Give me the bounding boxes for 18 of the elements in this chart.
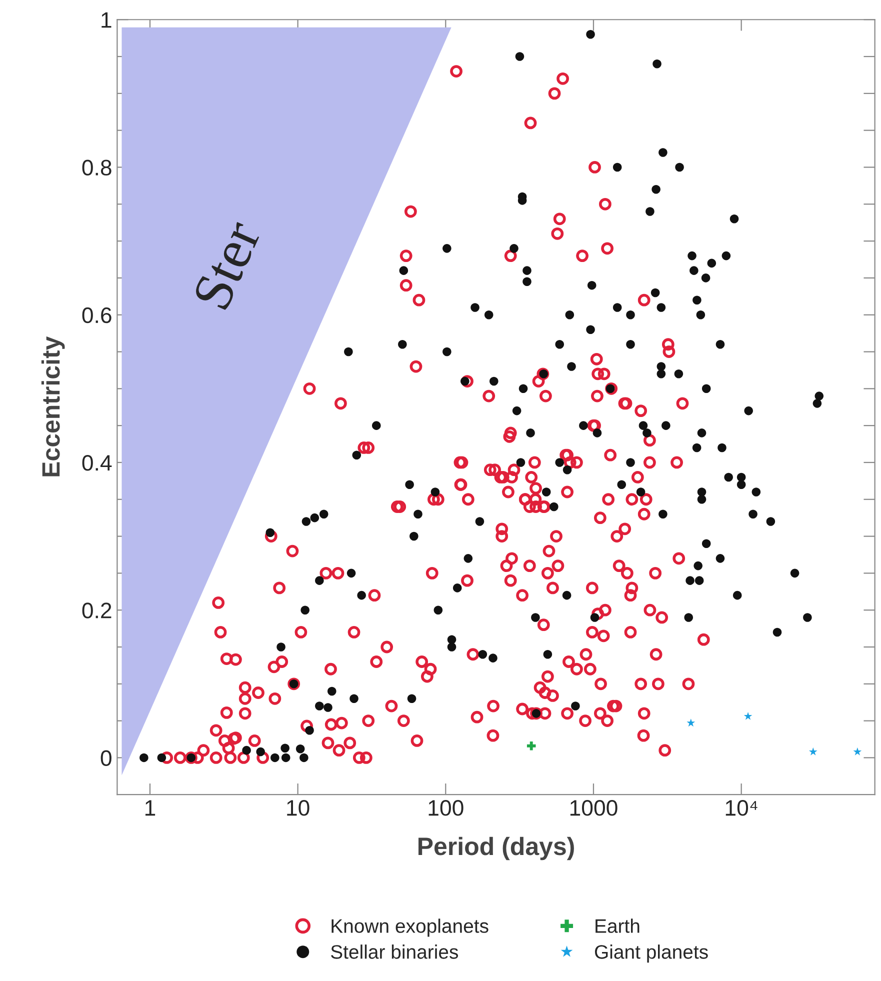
legend-label: Earth	[596, 918, 640, 933]
y-tick-label: 0.4	[82, 455, 112, 471]
x-tick-label: 1	[145, 800, 156, 816]
y-axis-title: Eccentricity	[41, 336, 65, 476]
y-tick-label: 0.2	[82, 602, 112, 618]
x-axis-title: Period (days)	[418, 836, 574, 860]
legend-label: Stellar binaries	[330, 944, 458, 959]
x-tick-label: 10⁴	[726, 800, 758, 816]
y-tick-label: 0.6	[82, 307, 112, 324]
legend-label: Known exoplanets	[332, 918, 488, 937]
legend-label: Giant planets	[594, 944, 708, 963]
x-tick-label: 10	[287, 800, 310, 816]
y-tick-label: 0.8	[82, 160, 112, 176]
annotation: Ster	[192, 218, 262, 311]
y-tick-label: 1	[102, 12, 112, 28]
y-tick-label: 0	[100, 750, 112, 766]
x-tick-label: 1000	[570, 800, 618, 816]
x-tick-label: 100	[428, 800, 464, 816]
